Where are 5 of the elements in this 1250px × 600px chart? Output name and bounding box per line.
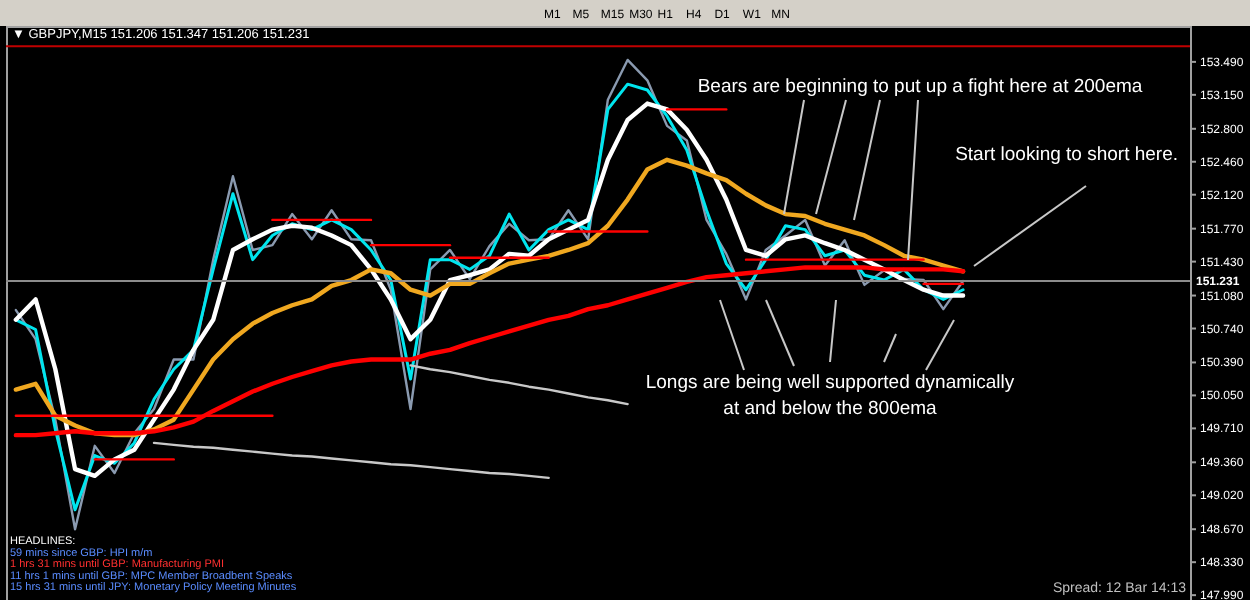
- annotation: Longs are being well supported dynamically at and below the 800ema: [645, 372, 1015, 420]
- line-series: [152, 441, 550, 480]
- line-series: [409, 364, 629, 406]
- annotation: Start looking to short here.: [955, 144, 1178, 166]
- annotation: Bears are beginning to put up a fight here at 200ema: [697, 76, 1144, 98]
